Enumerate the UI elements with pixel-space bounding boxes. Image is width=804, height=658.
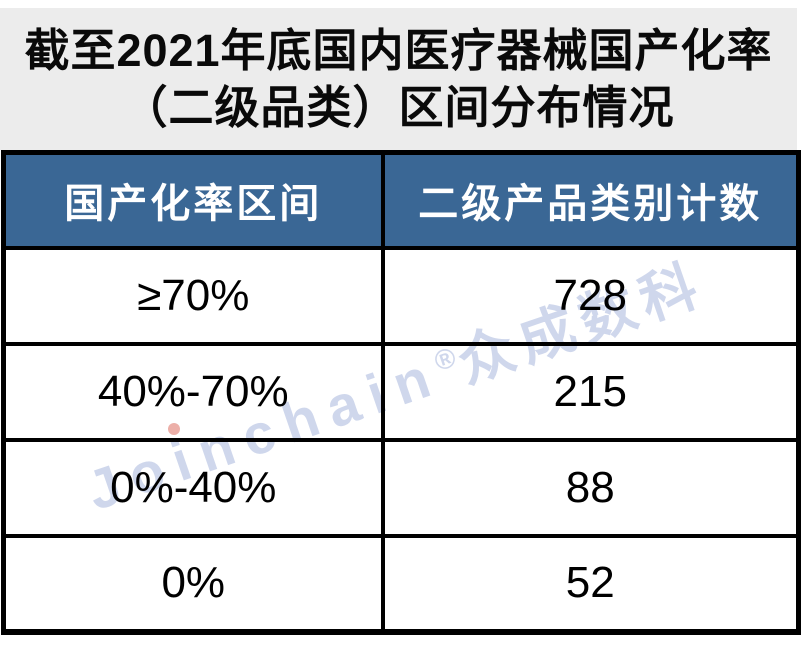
cell-category-count: 728 [380,245,801,346]
cell-rate-range: 0%-40% [1,437,385,538]
cell-category-count: 88 [380,437,801,538]
chart-title-block: 截至2021年底国内医疗器械国产化率 （二级品类）区间分布情况 [0,8,797,150]
cell-rate-range: 0% [1,533,385,634]
cell-rate-range: ≥70% [1,245,385,346]
table-row: ≥70% 728 [1,245,801,346]
cell-category-count: 215 [380,341,801,442]
chart-title-line1: 截至2021年底国内医疗器械国产化率 [24,25,773,76]
chart-title-line2: （二级品类）区间分布情况 [122,82,675,133]
table-header-row: 国产化率区间 二级产品类别计数 [1,150,801,250]
header-cell-rate-range: 国产化率区间 [1,150,385,250]
table-row: 0%-40% 88 [1,437,801,538]
table-row: 40%-70% 215 [1,341,801,442]
cell-category-count: 52 [380,533,801,634]
cell-rate-range: 40%-70% [1,341,385,442]
header-cell-category-count: 二级产品类别计数 [380,150,801,250]
domestication-rate-table: 国产化率区间 二级产品类别计数 ≥70% 728 40%-70% 215 0%-… [1,150,801,635]
table-row: 0% 52 [1,533,801,634]
